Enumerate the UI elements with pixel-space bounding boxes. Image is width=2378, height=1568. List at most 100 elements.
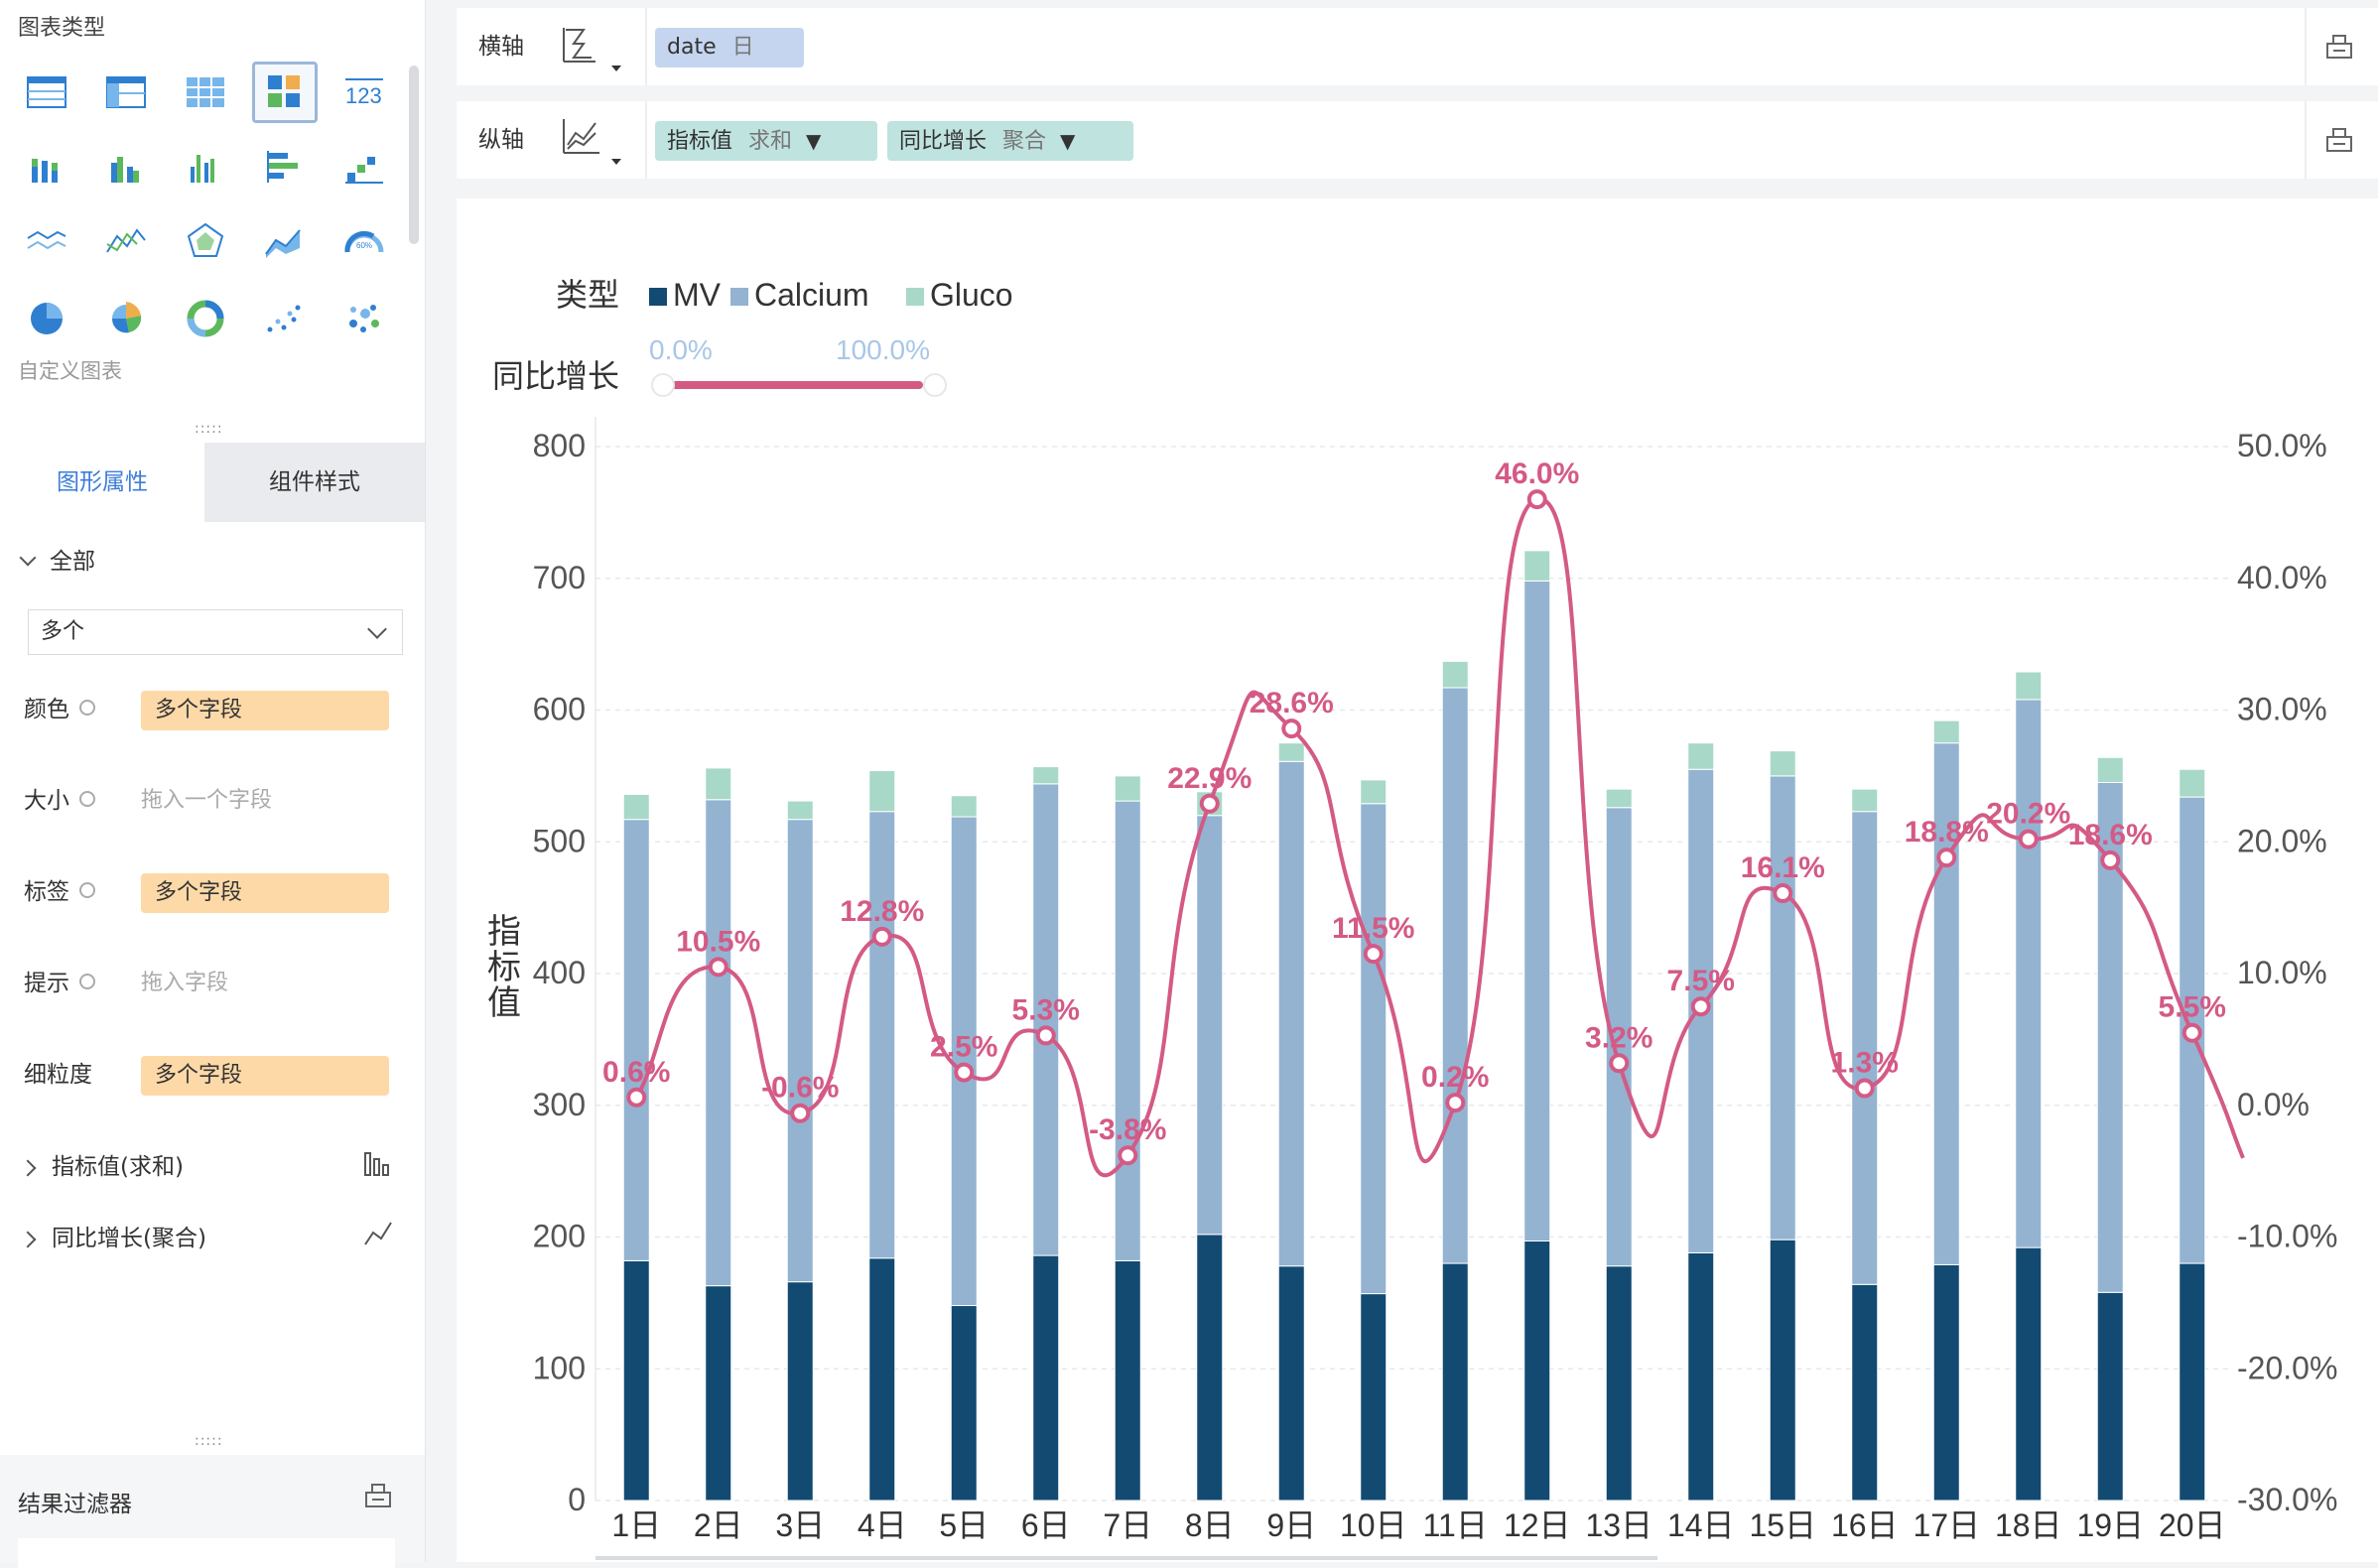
number-card-icon[interactable]: 123: [331, 62, 397, 123]
yoy-point[interactable]: [2181, 1022, 2202, 1043]
bar-mv[interactable]: [1769, 1239, 1796, 1502]
bar-calcium[interactable]: [1441, 687, 1469, 1264]
bar-gluco[interactable]: [1932, 719, 1960, 744]
bar-gluco[interactable]: [1114, 775, 1141, 802]
measure-item-yoy[interactable]: 同比增长(聚合): [19, 1219, 206, 1252]
donut-icon[interactable]: [173, 288, 238, 349]
bar-calcium[interactable]: [1196, 815, 1224, 1236]
bar-gluco[interactable]: [950, 795, 978, 818]
bar-calcium[interactable]: [1769, 775, 1796, 1241]
bar-gluco[interactable]: [868, 770, 896, 813]
field-dropzone-filled[interactable]: 多个字段: [141, 873, 389, 913]
custom-chart-label[interactable]: 自定义图表: [18, 359, 122, 383]
bar-calcium[interactable]: [1932, 742, 1960, 1265]
bar-chart-icon[interactable]: [363, 1147, 395, 1177]
yoy-point[interactable]: [1609, 1053, 1630, 1074]
bar-gluco[interactable]: [1687, 742, 1715, 770]
bar-calcium[interactable]: [786, 819, 814, 1283]
multi-line-icon[interactable]: [14, 212, 79, 274]
filter-icon[interactable]: ▼: [806, 129, 822, 153]
bar-gluco[interactable]: [2096, 756, 2124, 784]
rose-pie-icon[interactable]: [93, 288, 159, 349]
bubble-icon[interactable]: [331, 288, 397, 349]
resize-handle-icon[interactable]: :::::: [195, 1433, 223, 1449]
measure-item-indicator[interactable]: 指标值(求和): [19, 1147, 184, 1181]
bar-calcium[interactable]: [622, 819, 650, 1261]
bar-calcium[interactable]: [2015, 699, 2043, 1248]
x-axis-type-icon[interactable]: [560, 24, 629, 75]
bar-mv[interactable]: [1196, 1234, 1224, 1502]
bar-calcium[interactable]: [1523, 580, 1551, 1241]
line-chart-icon[interactable]: [363, 1219, 395, 1248]
y-field-pill-indicator[interactable]: 指标值 求和 ▼: [655, 121, 877, 161]
bar-gluco[interactable]: [705, 767, 732, 801]
bar-mv[interactable]: [786, 1281, 814, 1502]
bar-calcium[interactable]: [1360, 803, 1387, 1295]
bar-gluco[interactable]: [1851, 788, 1879, 813]
result-filter-dropzone[interactable]: [18, 1538, 395, 1568]
gear-icon[interactable]: [79, 882, 95, 898]
stacked-bar-icon[interactable]: [14, 137, 79, 198]
chart-types-scrollbar[interactable]: [409, 65, 419, 244]
bar-calcium[interactable]: [1851, 811, 1879, 1285]
bar-gluco[interactable]: [1277, 742, 1305, 762]
horizontal-bar-icon[interactable]: [252, 137, 318, 198]
bar-calcium[interactable]: [1114, 800, 1141, 1261]
yoy-point[interactable]: [1690, 996, 1711, 1017]
slider-handle-min[interactable]: [651, 373, 675, 397]
shelf-settings-icon[interactable]: [2324, 32, 2354, 62]
grouped-bar-icon[interactable]: [93, 137, 159, 198]
filter-icon[interactable]: ▼: [1060, 129, 1076, 153]
dashboard-grid-icon[interactable]: [252, 62, 318, 123]
field-dropzone-filled[interactable]: 多个字段: [141, 691, 389, 730]
yoy-point[interactable]: [1199, 793, 1220, 814]
bar-gluco[interactable]: [786, 800, 814, 821]
yoy-point[interactable]: [2100, 849, 2121, 870]
slider-handle-max[interactable]: [923, 373, 947, 397]
resize-handle-icon[interactable]: :::::: [195, 421, 223, 437]
pie-icon[interactable]: [14, 288, 79, 349]
bar-mv[interactable]: [1523, 1240, 1551, 1502]
gauge-icon[interactable]: 60%: [331, 212, 397, 274]
field-dropzone-empty[interactable]: 拖入一个字段: [141, 788, 273, 813]
filter-settings-icon[interactable]: [363, 1481, 393, 1510]
bar-mv[interactable]: [705, 1285, 732, 1502]
y-field-pill-yoy[interactable]: 同比增长 聚合 ▼: [887, 121, 1133, 161]
bar-mv[interactable]: [1277, 1265, 1305, 1502]
bar-mv[interactable]: [950, 1305, 978, 1502]
yoy-point[interactable]: [1854, 1078, 1875, 1099]
bar-gluco[interactable]: [1360, 779, 1387, 805]
yoy-point[interactable]: [1445, 1093, 1466, 1113]
bar-calcium[interactable]: [868, 811, 896, 1259]
y-axis-type-icon[interactable]: [560, 115, 629, 167]
section-all[interactable]: 全部: [19, 542, 95, 576]
gear-icon[interactable]: [79, 791, 95, 807]
marks-select[interactable]: 多个: [28, 609, 403, 655]
field-dropzone-empty[interactable]: 拖入字段: [141, 971, 229, 995]
bar-mv[interactable]: [2015, 1246, 2043, 1502]
bar-mv[interactable]: [1851, 1283, 1879, 1502]
bar-mv[interactable]: [1114, 1259, 1141, 1502]
bar-gluco[interactable]: [1769, 750, 1796, 777]
yoy-point[interactable]: [790, 1103, 811, 1123]
yoy-point[interactable]: [1526, 489, 1547, 510]
bar-mv[interactable]: [1032, 1254, 1060, 1502]
line-icon[interactable]: [93, 212, 159, 274]
bar-gluco[interactable]: [1605, 788, 1633, 809]
bar-calcium[interactable]: [705, 799, 732, 1287]
column-bar-icon[interactable]: [173, 137, 238, 198]
yoy-point[interactable]: [1773, 883, 1793, 904]
radar-icon[interactable]: [173, 212, 238, 274]
bar-mv[interactable]: [868, 1257, 896, 1502]
yoy-point[interactable]: [1118, 1145, 1138, 1166]
gear-icon[interactable]: [79, 974, 95, 989]
bar-mv[interactable]: [1441, 1262, 1469, 1502]
bar-calcium[interactable]: [1277, 760, 1305, 1267]
cross-table-icon[interactable]: [93, 62, 159, 123]
shelf-settings-icon[interactable]: [2324, 125, 2354, 155]
bar-mv[interactable]: [2179, 1262, 2206, 1502]
yoy-point[interactable]: [871, 926, 892, 947]
bar-gluco[interactable]: [1523, 550, 1551, 582]
bar-gluco[interactable]: [622, 793, 650, 821]
field-dropzone-filled[interactable]: 多个字段: [141, 1056, 389, 1096]
